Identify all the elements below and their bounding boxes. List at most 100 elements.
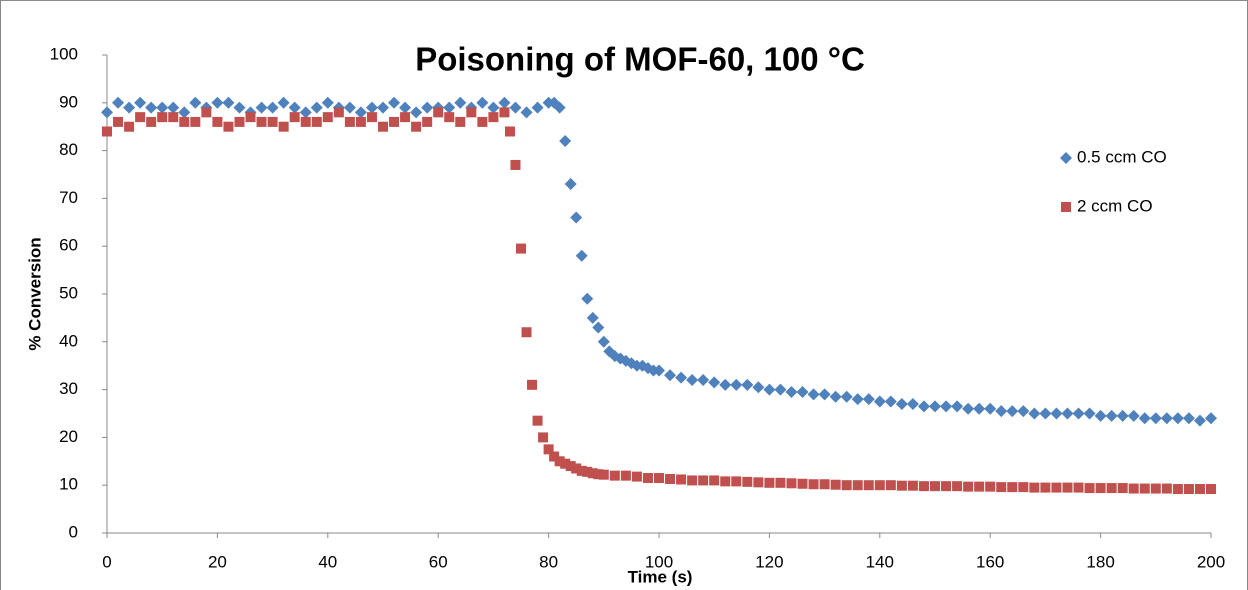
diamond-marker xyxy=(829,390,842,403)
diamond-marker xyxy=(940,400,953,413)
y-axis-label: % Conversion xyxy=(25,237,44,350)
square-marker xyxy=(124,121,135,132)
square-marker xyxy=(554,456,565,467)
y-tick-label: 80 xyxy=(59,140,78,159)
diamond-marker xyxy=(851,393,864,406)
diamond-marker xyxy=(730,378,743,391)
diamond-marker xyxy=(189,96,202,109)
diamond-marker xyxy=(1149,412,1162,425)
x-tick-label: 80 xyxy=(539,552,558,571)
diamond-marker xyxy=(862,393,875,406)
diamond-marker xyxy=(277,96,290,109)
diamond-marker xyxy=(741,378,754,391)
square-marker xyxy=(1139,483,1150,494)
diamond-marker xyxy=(664,369,677,382)
square-marker xyxy=(389,116,400,127)
legend-label: 0.5 ccm CO xyxy=(1077,147,1167,166)
square-marker xyxy=(874,480,885,491)
diamond-marker xyxy=(1083,407,1096,420)
diamond-marker xyxy=(476,96,489,109)
diamond-marker xyxy=(388,96,401,109)
square-marker xyxy=(1128,483,1139,494)
square-marker xyxy=(797,478,808,489)
diamond-marker xyxy=(167,101,180,114)
square-marker xyxy=(477,116,488,127)
square-marker xyxy=(863,480,874,491)
diamond-marker xyxy=(564,178,577,191)
square-marker xyxy=(1172,484,1183,495)
square-marker xyxy=(543,444,554,455)
y-tick-label: 0 xyxy=(69,522,78,541)
diamond-marker xyxy=(570,211,583,224)
diamond-marker xyxy=(178,106,191,119)
square-marker xyxy=(538,432,549,443)
diamond-marker xyxy=(1006,405,1019,418)
diamond-marker xyxy=(509,101,522,114)
square-marker xyxy=(742,476,753,487)
square-marker xyxy=(571,463,582,474)
diamond-marker xyxy=(222,96,235,109)
square-marker xyxy=(1051,482,1062,493)
square-marker xyxy=(400,112,411,123)
square-marker xyxy=(1040,482,1051,493)
square-marker xyxy=(1095,483,1106,494)
diamond-marker xyxy=(410,106,423,119)
square-marker xyxy=(499,107,510,118)
diamond-marker xyxy=(1028,407,1041,420)
square-marker xyxy=(598,469,609,480)
diamond-marker xyxy=(421,101,434,114)
diamond-marker xyxy=(884,395,897,408)
square-marker xyxy=(852,480,863,491)
diamond-marker xyxy=(1193,414,1206,427)
diamond-marker xyxy=(895,397,908,410)
diamond-marker xyxy=(377,101,389,114)
x-axis-label: Time (s) xyxy=(628,567,693,586)
square-marker xyxy=(366,112,377,123)
diamond-marker xyxy=(233,101,246,114)
square-marker xyxy=(819,479,830,490)
diamond-marker xyxy=(1094,409,1107,422)
square-marker xyxy=(1062,482,1073,493)
diamond-marker xyxy=(498,96,511,109)
legend-marker xyxy=(1061,202,1071,212)
y-tick-label: 60 xyxy=(59,236,78,255)
square-marker xyxy=(885,480,896,491)
square-marker xyxy=(256,116,267,127)
diamond-marker xyxy=(101,106,113,119)
square-marker xyxy=(1150,483,1161,494)
diamond-marker xyxy=(995,405,1008,418)
diamond-marker xyxy=(1160,412,1173,425)
y-tick-label: 40 xyxy=(59,331,78,350)
diamond-marker xyxy=(1182,412,1195,425)
diamond-marker xyxy=(586,311,599,324)
diamond-marker xyxy=(443,101,456,114)
diamond-marker xyxy=(686,374,699,387)
diamond-marker xyxy=(1017,405,1030,418)
square-marker xyxy=(444,112,455,123)
square-marker xyxy=(113,116,124,127)
diamond-marker xyxy=(399,101,412,114)
diamond-marker xyxy=(984,402,997,415)
diamond-marker xyxy=(973,402,986,415)
diamond-marker xyxy=(354,106,367,119)
diamond-marker xyxy=(807,388,820,401)
square-marker xyxy=(582,466,593,477)
y-tick-label: 30 xyxy=(59,379,78,398)
square-marker xyxy=(1073,482,1084,493)
square-marker xyxy=(952,481,963,492)
diamond-marker xyxy=(1072,407,1085,420)
square-marker xyxy=(549,451,560,462)
diamond-marker xyxy=(288,101,301,114)
square-marker xyxy=(234,116,245,127)
diamond-marker xyxy=(929,400,941,413)
square-marker xyxy=(1161,483,1172,494)
square-marker xyxy=(488,112,499,123)
square-marker xyxy=(267,116,278,127)
square-marker xyxy=(190,116,201,127)
square-marker xyxy=(1206,484,1216,495)
square-marker xyxy=(1183,484,1194,495)
x-tick-label: 20 xyxy=(208,552,227,571)
